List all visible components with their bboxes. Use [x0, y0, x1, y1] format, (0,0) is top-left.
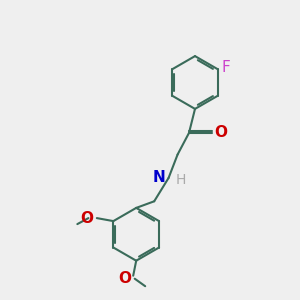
Text: N: N: [152, 170, 165, 185]
Text: O: O: [80, 211, 93, 226]
Text: F: F: [221, 60, 230, 75]
Text: O: O: [118, 271, 131, 286]
Text: H: H: [176, 173, 187, 187]
Text: O: O: [214, 125, 227, 140]
